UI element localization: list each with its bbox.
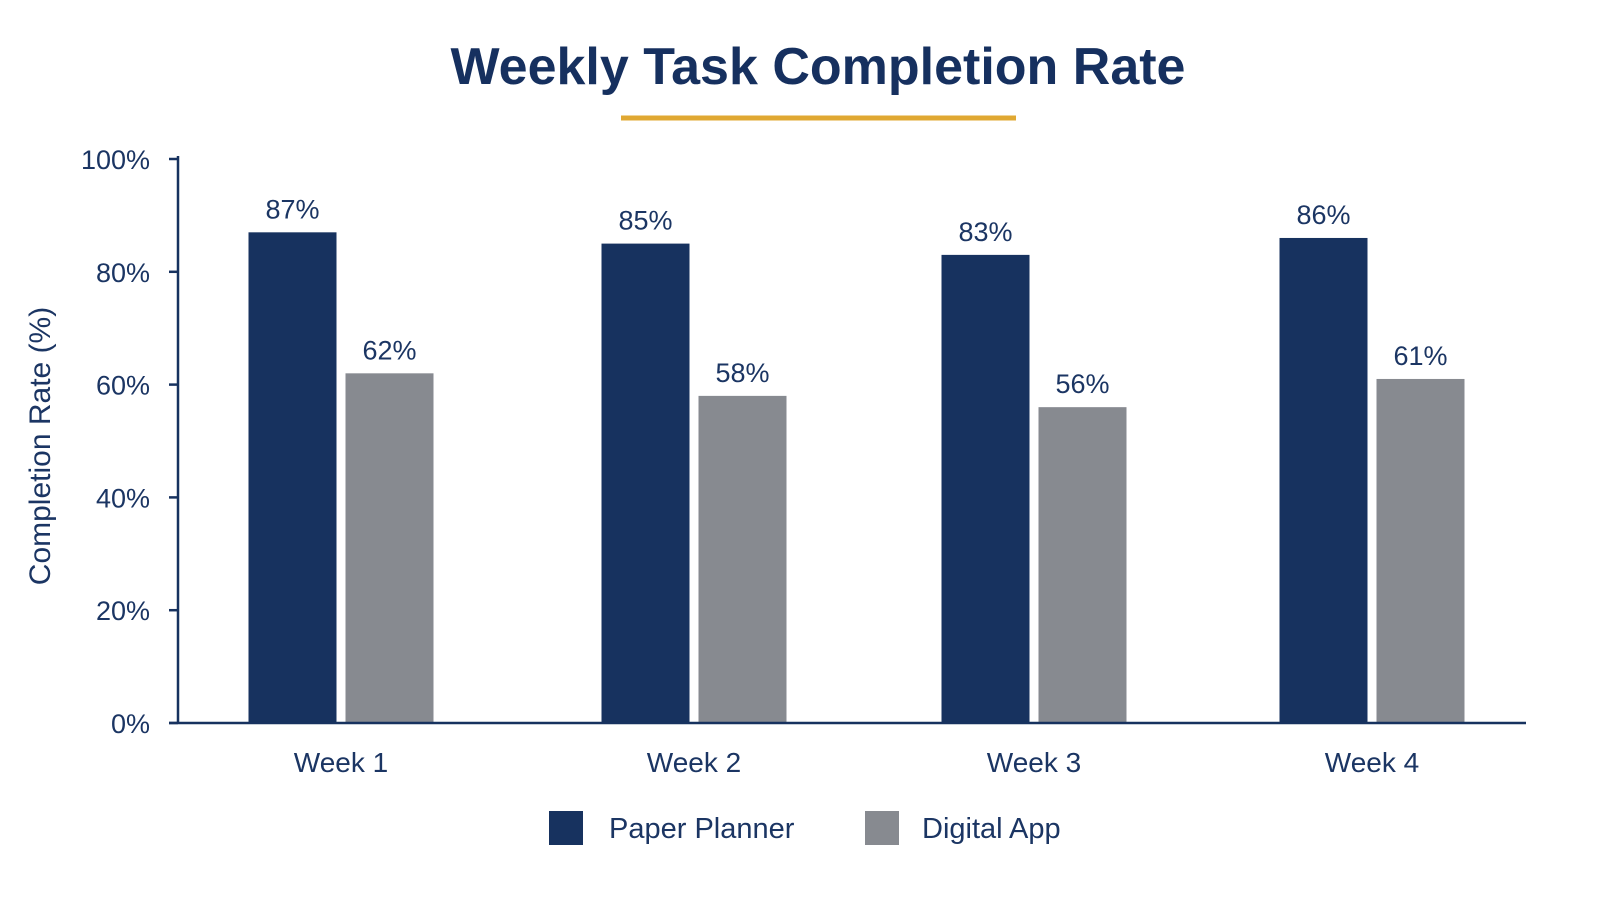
data-label-paper-planner: 83% bbox=[958, 217, 1012, 247]
legend-item-digital-app: Digital App bbox=[865, 811, 1061, 845]
x-axis-labels: Week 1 Week 2 Week 3 Week 4 bbox=[294, 747, 1419, 778]
bar-paper-planner bbox=[941, 254, 1030, 723]
legend-swatch-digital-app bbox=[865, 811, 899, 845]
data-label-paper-planner: 86% bbox=[1296, 200, 1350, 230]
chart-title: Weekly Task Completion Rate bbox=[451, 38, 1186, 96]
bar-paper-planner bbox=[248, 232, 337, 723]
x-tick-label: Week 3 bbox=[987, 747, 1081, 778]
y-tick-label: 100% bbox=[81, 145, 150, 175]
y-tick-label: 20% bbox=[96, 596, 150, 626]
bar-paper-planner bbox=[601, 243, 690, 723]
data-label-digital-app: 61% bbox=[1393, 341, 1447, 371]
data-label-digital-app: 58% bbox=[715, 358, 769, 388]
legend-swatch-paper-planner bbox=[549, 811, 583, 845]
legend-item-paper-planner: Paper Planner bbox=[549, 811, 795, 845]
x-tick-label: Week 4 bbox=[1325, 747, 1419, 778]
bar-digital-app bbox=[345, 373, 434, 723]
y-tick-label: 80% bbox=[96, 258, 150, 288]
bar-digital-app bbox=[1038, 407, 1127, 723]
bars-group bbox=[248, 232, 1465, 723]
bar-digital-app bbox=[1376, 378, 1465, 723]
legend-label-digital-app: Digital App bbox=[922, 813, 1061, 845]
x-tick-label: Week 2 bbox=[647, 747, 741, 778]
y-tick-label: 40% bbox=[96, 483, 150, 513]
legend: Paper Planner Digital App bbox=[549, 811, 1061, 845]
y-axis-title: Completion Rate (%) bbox=[24, 307, 57, 585]
data-label-paper-planner: 87% bbox=[265, 194, 319, 224]
y-axis-ticks: 0% 20% 40% 60% 80% 100% bbox=[81, 145, 178, 739]
data-labels-group: 87% 62% 85% 58% 83% 56% 86% 61% bbox=[265, 194, 1447, 399]
bar-digital-app bbox=[698, 395, 787, 723]
data-label-digital-app: 56% bbox=[1055, 369, 1109, 399]
x-tick-label: Week 1 bbox=[294, 747, 388, 778]
y-tick-label: 0% bbox=[111, 709, 150, 739]
legend-label-paper-planner: Paper Planner bbox=[609, 813, 795, 845]
y-tick-label: 60% bbox=[96, 371, 150, 401]
data-label-digital-app: 62% bbox=[362, 335, 416, 365]
bar-paper-planner bbox=[1279, 237, 1368, 723]
data-label-paper-planner: 85% bbox=[618, 206, 672, 236]
